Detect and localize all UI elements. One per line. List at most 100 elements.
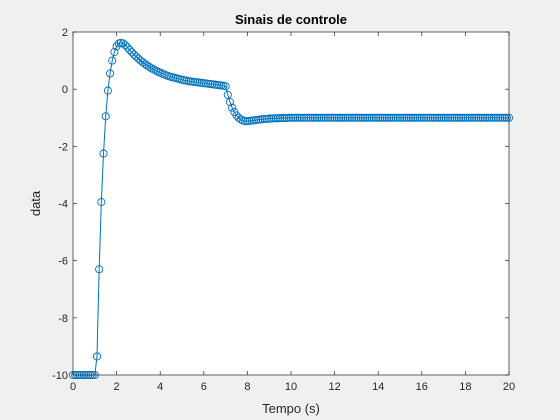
data-point <box>125 45 134 55</box>
data-point <box>103 86 112 95</box>
data-point <box>269 114 278 123</box>
data-point <box>435 113 444 122</box>
data-point <box>363 113 372 122</box>
data-point <box>498 113 507 122</box>
data-point <box>304 113 313 122</box>
data-point <box>485 113 494 122</box>
data-point <box>487 113 496 122</box>
data-point <box>428 113 437 122</box>
y-tick-label: -2 <box>58 141 68 153</box>
y-tick-label: 2 <box>62 27 68 39</box>
data-point <box>422 113 431 122</box>
data-point <box>480 113 490 122</box>
data-point <box>454 113 463 122</box>
data-point <box>110 47 119 57</box>
data-point <box>378 113 387 122</box>
data-point <box>406 113 415 122</box>
x-tick-label: 8 <box>244 381 250 393</box>
data-point <box>330 113 339 122</box>
axes-background <box>73 32 509 375</box>
data-point <box>332 113 341 122</box>
data-point <box>310 113 320 122</box>
data-point <box>354 113 363 122</box>
data-point <box>361 113 370 122</box>
data-point <box>328 113 337 122</box>
x-tick-label: 14 <box>372 381 384 393</box>
data-point <box>228 103 237 112</box>
data-point <box>319 113 328 122</box>
data-point <box>463 113 472 122</box>
data-point <box>265 114 274 123</box>
data-point <box>306 113 315 122</box>
data-point <box>221 82 230 91</box>
data-point <box>352 113 361 122</box>
data-point <box>326 113 335 122</box>
data-point <box>232 111 241 120</box>
x-axis-ticks: 0 2 4 6 8 10 12 14 16 18 20 <box>70 32 515 393</box>
x-tick-label: 16 <box>416 381 428 393</box>
data-point <box>225 97 235 107</box>
data-point <box>491 113 500 122</box>
data-point <box>317 113 326 122</box>
data-point <box>391 113 400 122</box>
data-point <box>467 113 476 122</box>
data-point <box>459 113 468 122</box>
data-point <box>337 113 346 122</box>
data-point <box>441 113 450 122</box>
x-tick-label: 4 <box>157 381 163 393</box>
data-point <box>439 113 448 122</box>
data-point <box>127 48 136 57</box>
data-point <box>280 113 289 123</box>
data-point <box>389 113 398 122</box>
data-point <box>297 113 306 122</box>
data-point <box>339 113 348 122</box>
x-tick-label: 6 <box>201 381 207 393</box>
data-point <box>502 113 511 122</box>
data-point <box>300 113 309 122</box>
data-point <box>419 113 429 122</box>
data-point <box>241 117 250 126</box>
data-point <box>324 113 333 122</box>
data-point <box>411 113 420 122</box>
data-point <box>470 113 479 122</box>
data-point <box>500 113 509 122</box>
data-point <box>271 114 280 123</box>
data-point <box>446 113 455 122</box>
data-point <box>409 113 418 122</box>
x-tick-label: 20 <box>503 381 515 393</box>
x-tick-label: 12 <box>328 381 340 393</box>
data-point <box>123 43 132 52</box>
data-point <box>478 113 487 122</box>
data-point <box>149 65 158 74</box>
data-point <box>474 113 483 122</box>
data-point <box>286 113 296 122</box>
data-point <box>276 113 285 123</box>
data-point <box>350 113 359 122</box>
data-point <box>398 113 407 122</box>
x-tick-label: 2 <box>114 381 120 393</box>
data-point <box>413 113 422 122</box>
data-point <box>151 66 160 75</box>
data-point <box>369 113 378 122</box>
data-point <box>289 113 298 122</box>
data-point <box>347 113 357 122</box>
data-point <box>424 113 433 122</box>
data-point <box>313 113 322 122</box>
data-point <box>308 113 317 122</box>
data-point <box>393 113 402 122</box>
data-point <box>374 113 383 122</box>
data-point <box>395 113 405 122</box>
data-point <box>371 113 381 122</box>
data-point <box>483 113 492 122</box>
data-point <box>450 113 459 122</box>
data-point <box>465 113 474 122</box>
x-tick-label: 18 <box>459 381 471 393</box>
y-tick-label: -4 <box>58 199 68 211</box>
data-point <box>496 113 505 122</box>
data-point <box>223 90 232 99</box>
x-tick-label: 0 <box>70 381 76 393</box>
data-point <box>380 113 389 122</box>
data-point <box>452 113 461 122</box>
data-point <box>400 113 409 122</box>
